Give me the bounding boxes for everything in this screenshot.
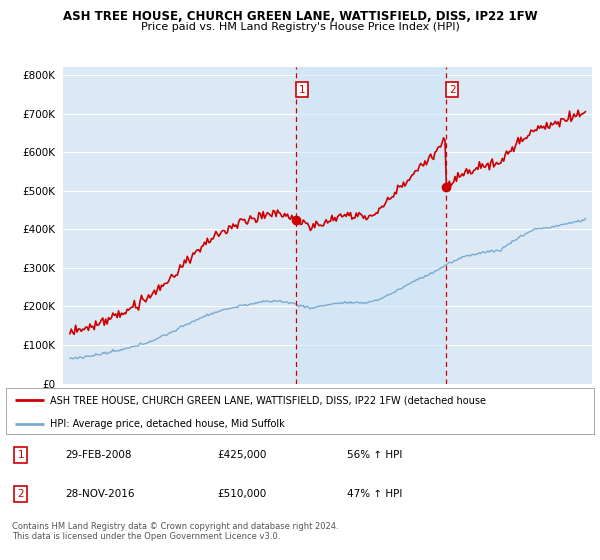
Text: £510,000: £510,000 xyxy=(218,489,267,498)
Text: 1: 1 xyxy=(17,450,24,460)
Text: 28-NOV-2016: 28-NOV-2016 xyxy=(65,489,134,498)
Text: ASH TREE HOUSE, CHURCH GREEN LANE, WATTISFIELD, DISS, IP22 1FW: ASH TREE HOUSE, CHURCH GREEN LANE, WATTI… xyxy=(62,10,538,23)
Text: £425,000: £425,000 xyxy=(218,450,267,460)
Text: Contains HM Land Registry data © Crown copyright and database right 2024.
This d: Contains HM Land Registry data © Crown c… xyxy=(12,522,338,542)
Text: ASH TREE HOUSE, CHURCH GREEN LANE, WATTISFIELD, DISS, IP22 1FW (detached house: ASH TREE HOUSE, CHURCH GREEN LANE, WATTI… xyxy=(50,395,486,405)
Text: 29-FEB-2008: 29-FEB-2008 xyxy=(65,450,131,460)
Text: 56% ↑ HPI: 56% ↑ HPI xyxy=(347,450,403,460)
Text: HPI: Average price, detached house, Mid Suffolk: HPI: Average price, detached house, Mid … xyxy=(50,419,285,429)
Text: 47% ↑ HPI: 47% ↑ HPI xyxy=(347,489,403,498)
Text: 2: 2 xyxy=(17,489,24,498)
Text: Price paid vs. HM Land Registry's House Price Index (HPI): Price paid vs. HM Land Registry's House … xyxy=(140,22,460,32)
Text: 1: 1 xyxy=(299,85,305,95)
Bar xyxy=(296,67,446,384)
Text: 2: 2 xyxy=(449,85,456,95)
